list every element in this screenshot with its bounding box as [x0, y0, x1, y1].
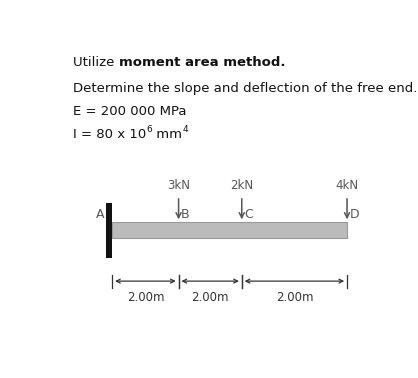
- Text: Utilize: Utilize: [73, 56, 119, 68]
- Text: 2.00m: 2.00m: [275, 291, 313, 304]
- Text: 2kN: 2kN: [230, 179, 253, 192]
- Text: Determine the slope and deflection of the free end.: Determine the slope and deflection of th…: [73, 82, 418, 95]
- Text: I = 80 x 10: I = 80 x 10: [73, 128, 147, 141]
- Text: 2.00m: 2.00m: [191, 291, 229, 304]
- Bar: [112, 222, 347, 238]
- Text: 6: 6: [147, 125, 152, 134]
- Text: B: B: [181, 208, 190, 221]
- Text: 4: 4: [182, 125, 188, 134]
- Text: E = 200 000 MPa: E = 200 000 MPa: [73, 105, 187, 118]
- Text: A: A: [96, 208, 105, 221]
- Text: 3kN: 3kN: [167, 179, 190, 192]
- Text: C: C: [245, 208, 253, 221]
- Text: 2.00m: 2.00m: [127, 291, 164, 304]
- Text: moment area method.: moment area method.: [119, 56, 285, 68]
- Bar: [106, 203, 112, 258]
- Text: 4kN: 4kN: [336, 179, 359, 192]
- Text: D: D: [349, 208, 359, 221]
- Text: mm: mm: [152, 128, 182, 141]
